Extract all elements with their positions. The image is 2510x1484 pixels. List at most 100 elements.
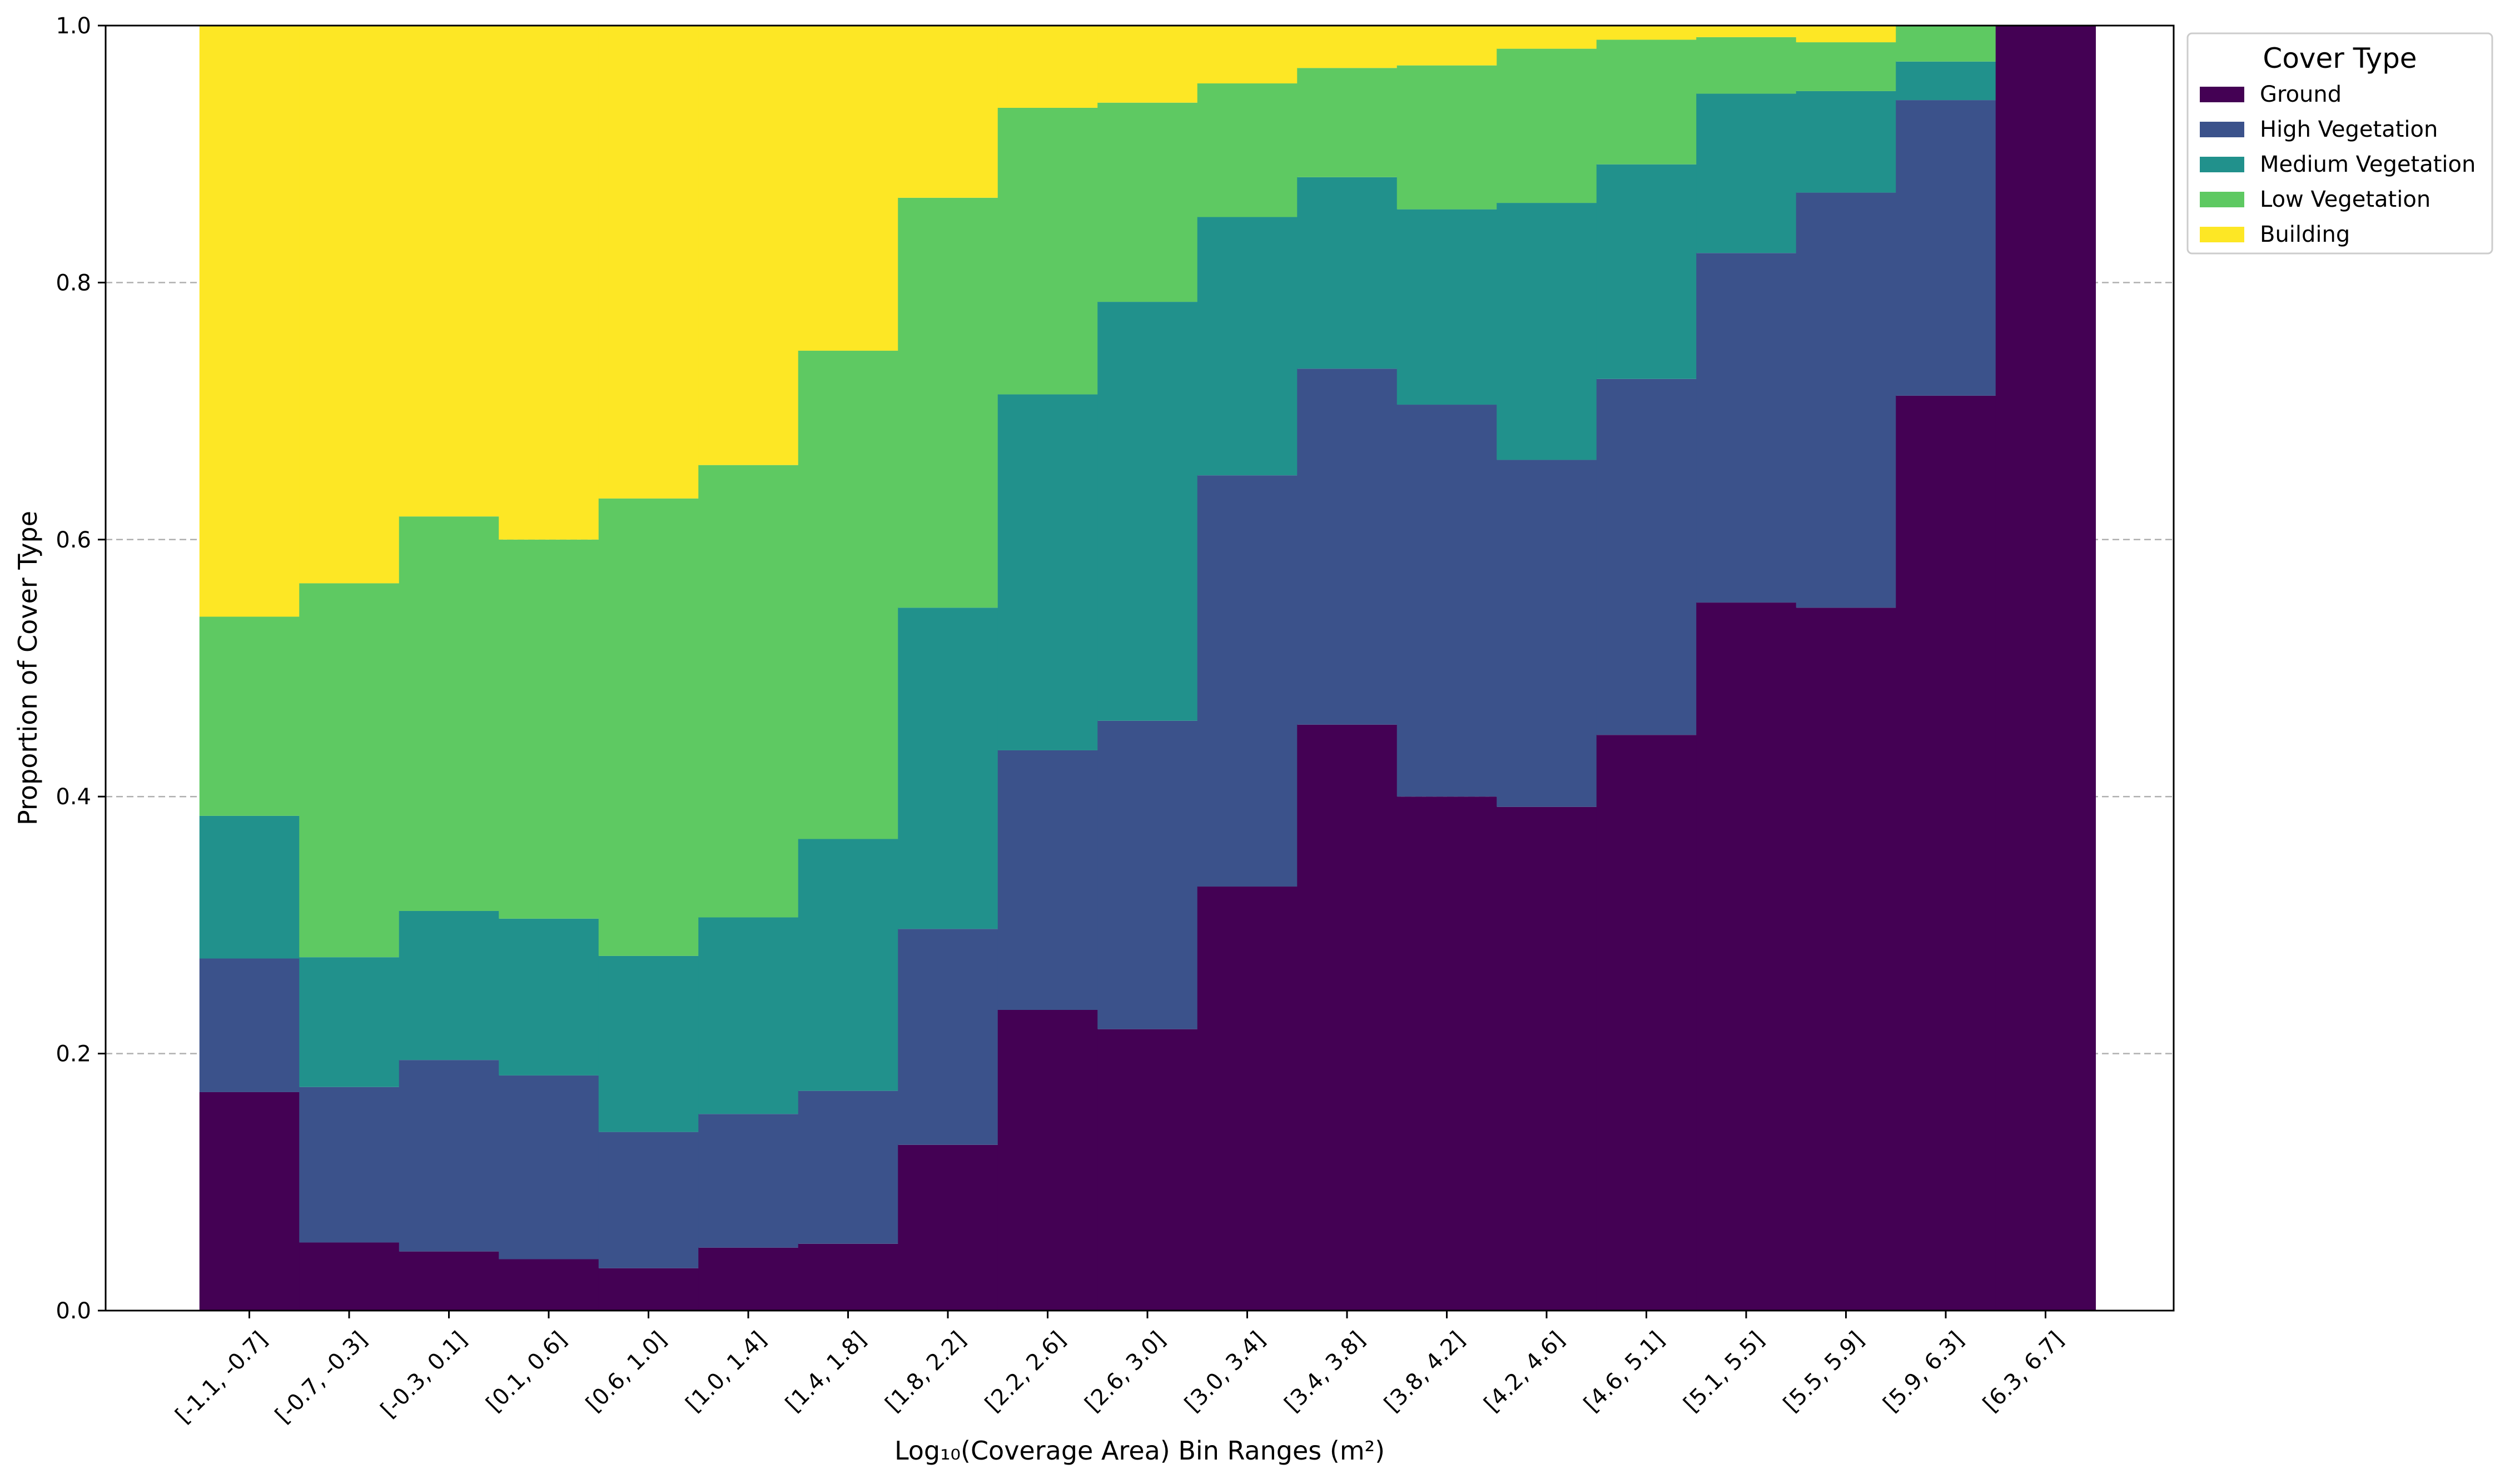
bar-segment-building [1596,26,1697,40]
bar-segment-medium-vegetation [1197,217,1298,476]
bar-segment-low-vegetation [598,498,699,956]
x-tick-label: [4.2, 4.6] [1479,1327,1570,1417]
x-tick-label: [1.0, 1.4] [681,1327,772,1417]
y-tick-label: 0.8 [56,270,91,296]
y-axis-label: Proportion of Cover Type [13,511,43,825]
legend-swatch-low-vegetation [2200,192,2244,207]
bar-segment-medium-vegetation [199,815,300,959]
bar-segment-medium-vegetation [798,839,899,1091]
bar-segment-low-vegetation [997,107,1099,395]
legend-title: Cover Type [2263,42,2417,74]
bar-segment-low-vegetation [1097,102,1198,302]
bar-segment-building [1497,26,1597,49]
bar-segment-ground [1995,26,2096,1311]
bar-segment-building [798,26,899,351]
bar-segment-low-vegetation [1197,83,1298,217]
bar-segment-ground [199,1092,300,1311]
legend-box [2186,32,2493,255]
bar-segment-low-vegetation [1896,26,1996,62]
bar-segment-ground [1796,607,1897,1311]
bar-segment-low-vegetation [898,197,998,608]
bar-segment-building [499,26,599,540]
x-tick-label: [-1.1, -0.7] [171,1327,272,1428]
bar-segment-building [997,26,1099,108]
x-tick-label: [5.9, 6.3] [1878,1327,1969,1417]
bar-segment-building [299,26,400,584]
legend-label-high-vegetation: High Vegetation [2260,117,2438,142]
bar-segment-high-vegetation [1297,368,1398,725]
bar-segment-building [1696,26,1797,37]
bar-segment-high-vegetation [299,1087,400,1243]
bar-segment-building [1097,26,1198,103]
bar-segment-high-vegetation [399,1060,500,1252]
bar-segment-ground [1896,395,1996,1311]
bar-segment-building [598,26,699,499]
bar-segment-high-vegetation [598,1132,699,1268]
y-tick-label: 0.6 [56,527,91,553]
legend-label-ground: Ground [2260,82,2342,107]
bar-segment-medium-vegetation [1396,209,1498,405]
y-tick-label: 0.4 [56,784,91,810]
bar-segment-high-vegetation [1696,253,1797,603]
y-tick-label: 1.0 [56,13,91,39]
bar-segment-high-vegetation [1197,475,1298,887]
legend-swatch-medium-vegetation [2200,157,2244,172]
bar-segment-high-vegetation [1896,100,1996,396]
bar-segment-ground [698,1247,799,1311]
legend-swatch-ground [2200,87,2244,102]
bar-segment-high-vegetation [499,1075,599,1259]
x-tick-label: [3.4, 3.8] [1280,1327,1370,1417]
bar-segment-ground [1396,796,1498,1311]
bar-segment-low-vegetation [1596,39,1697,165]
bar-segment-ground [499,1259,599,1311]
x-tick-label: [1.4, 1.8] [781,1327,871,1417]
bar-segment-high-vegetation [1796,192,1897,608]
x-tick-label: [4.6, 5.1] [1579,1327,1669,1417]
legend-label-low-vegetation: Low Vegetation [2260,187,2431,212]
bar-segment-building [1197,26,1298,84]
bar-segment-low-vegetation [1497,48,1597,203]
legend-label-building: Building [2260,222,2350,247]
bar-segment-medium-vegetation [1297,177,1398,369]
bar-segment-low-vegetation [798,350,899,839]
x-tick-label: [0.1, 0.6] [481,1327,572,1417]
bar-segment-medium-vegetation [499,918,599,1075]
legend-label-medium-vegetation: Medium Vegetation [2260,152,2476,177]
bar-segment-low-vegetation [1396,65,1498,210]
bar-segment-building [399,26,500,517]
bar-segment-low-vegetation [1696,37,1797,94]
bar-segment-building [1796,26,1897,43]
bar-segment-medium-vegetation [598,955,699,1132]
x-tick-label: [-0.7, -0.3] [270,1327,372,1428]
bar-segment-ground [1497,806,1597,1311]
bar-segment-medium-vegetation [1497,203,1597,460]
x-tick-label: [6.3, 6.7] [1978,1327,2069,1417]
bar-segment-medium-vegetation [898,607,998,929]
bar-segment-ground [299,1242,400,1311]
bar-segment-low-vegetation [1796,42,1897,91]
bar-segment-low-vegetation [698,465,799,918]
legend-swatch-high-vegetation [2200,122,2244,137]
x-tick-label: [2.6, 3.0] [1080,1327,1171,1417]
bar-segment-ground [898,1144,998,1311]
bar-segment-ground [598,1268,699,1311]
bar-segment-high-vegetation [798,1090,899,1244]
bar-segment-building [1396,26,1498,66]
legend: Cover Type Ground High Vegetation Medium Ve… [2186,32,2493,255]
bar-segment-high-vegetation [1396,405,1498,797]
x-tick-label: [5.1, 5.5] [1679,1327,1770,1417]
bar-segment-high-vegetation [1497,460,1597,807]
plot-frame [105,24,2175,1312]
x-tick-label: [5.5, 5.9] [1778,1327,1869,1417]
bar-segment-ground [1696,602,1797,1311]
x-tick-label: [1.8, 2.2] [881,1327,971,1417]
bar-segment-low-vegetation [299,583,400,958]
bar-segment-medium-vegetation [1696,93,1797,253]
x-tick-label: [2.2, 2.6] [980,1327,1071,1417]
bar-segment-medium-vegetation [698,917,799,1114]
bar-segment-high-vegetation [1097,720,1198,1029]
bar-segment-high-vegetation [199,958,300,1092]
bar-segment-medium-vegetation [399,910,500,1060]
